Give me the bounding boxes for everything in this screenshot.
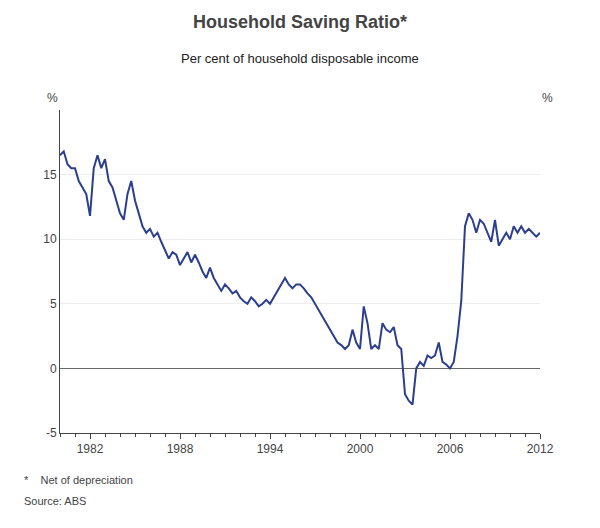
svg-text:5: 5 bbox=[50, 297, 57, 311]
svg-text:0: 0 bbox=[50, 362, 57, 376]
svg-text:Per cent of household disposab: Per cent of household disposable income bbox=[181, 51, 419, 66]
svg-text:1988: 1988 bbox=[167, 442, 194, 456]
svg-text:1982: 1982 bbox=[77, 442, 104, 456]
svg-text:%: % bbox=[542, 91, 553, 105]
svg-text:%: % bbox=[47, 91, 58, 105]
svg-text:15: 15 bbox=[43, 168, 57, 182]
svg-text:-5: -5 bbox=[46, 426, 57, 440]
svg-text:2000: 2000 bbox=[347, 442, 374, 456]
svg-text:2012: 2012 bbox=[527, 442, 554, 456]
svg-text:1994: 1994 bbox=[257, 442, 284, 456]
svg-text:2006: 2006 bbox=[437, 442, 464, 456]
svg-text:* Net of depreciation: * Net of depreciation bbox=[24, 474, 133, 486]
svg-text:Source: ABS: Source: ABS bbox=[24, 495, 86, 507]
svg-text:Household Saving Ratio*: Household Saving Ratio* bbox=[193, 12, 407, 32]
svg-text:10: 10 bbox=[43, 232, 57, 246]
